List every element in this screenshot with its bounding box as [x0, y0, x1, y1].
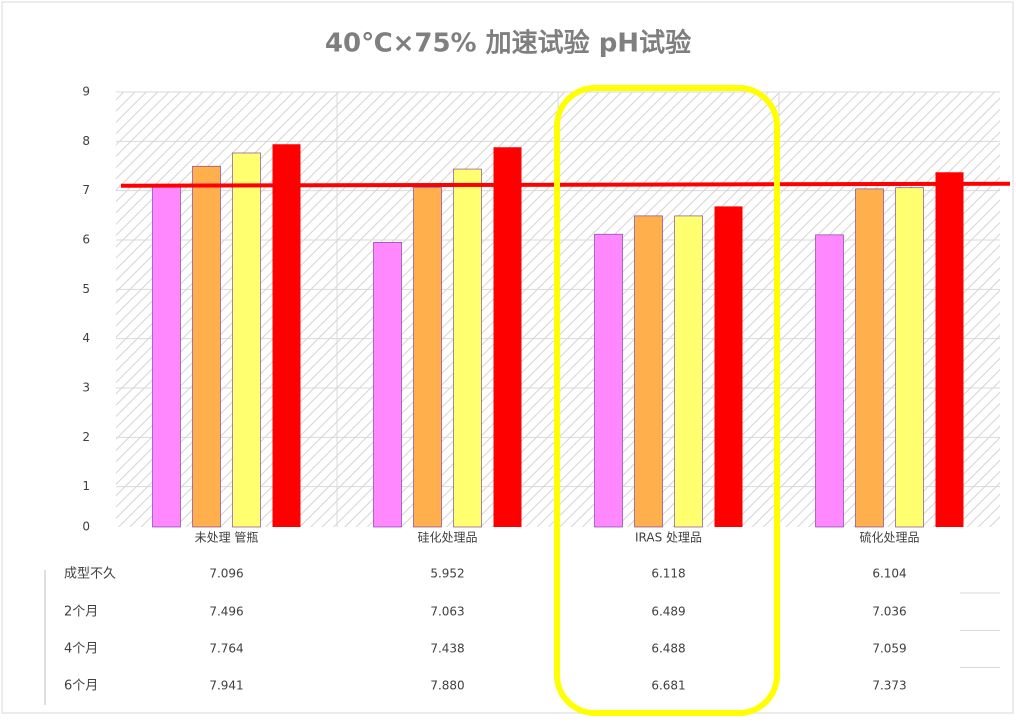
x-tick-label: IRAS 处理品	[635, 531, 702, 545]
legend-label: 成型不久	[64, 567, 116, 582]
table-value: 6.681	[651, 679, 685, 693]
legend-label: 6个月	[64, 679, 98, 694]
bar	[935, 172, 964, 528]
legend-label: 2个月	[64, 605, 98, 620]
bar	[674, 215, 703, 528]
table-value: 7.764	[209, 642, 243, 656]
legend-label: 4个月	[64, 642, 98, 657]
bar	[453, 168, 482, 528]
table-value: 7.063	[430, 605, 464, 619]
bar	[714, 206, 743, 528]
y-tick-label: 6	[82, 233, 90, 247]
y-tick-label: 0	[82, 520, 90, 534]
bar	[855, 188, 884, 528]
bar	[373, 242, 402, 528]
bar	[493, 147, 522, 527]
bar	[413, 187, 442, 528]
bar	[895, 187, 924, 528]
bar	[232, 152, 261, 528]
x-tick-label: 硅化处理品	[417, 531, 477, 545]
table-value: 5.952	[430, 567, 464, 581]
bar	[272, 144, 301, 527]
x-tick-label: 硫化处理品	[859, 530, 919, 545]
table-value: 7.438	[430, 642, 464, 656]
y-tick-label: 5	[82, 282, 90, 296]
y-tick-label: 1	[82, 479, 90, 493]
y-tick-label: 4	[82, 331, 90, 345]
chart-title: 40℃×75% 加速试验 pH试验	[325, 28, 691, 59]
table-value: 7.096	[209, 567, 243, 581]
table-value: 7.059	[872, 642, 906, 656]
table-value: 7.496	[209, 605, 243, 619]
bar	[634, 215, 663, 528]
table-value: 6.489	[651, 605, 685, 619]
table-value: 7.373	[872, 679, 906, 693]
table-value: 7.036	[872, 605, 906, 619]
highlight-box	[554, 85, 780, 716]
table-value: 7.880	[430, 679, 464, 693]
table-value: 6.104	[872, 567, 906, 581]
y-tick-label: 8	[82, 134, 90, 148]
bar	[815, 234, 844, 528]
y-tick-label: 3	[82, 381, 90, 395]
table-value: 7.941	[209, 679, 243, 693]
reference-line	[120, 181, 1011, 188]
y-tick-label: 7	[82, 183, 90, 197]
table-value: 6.488	[651, 642, 685, 656]
bar	[152, 185, 181, 528]
y-tick-label: 9	[82, 85, 90, 99]
y-tick-label: 2	[82, 430, 90, 444]
bar	[192, 165, 221, 528]
table-value: 6.118	[651, 567, 685, 581]
x-tick-label: 未处理 管瓶	[195, 530, 259, 545]
bar	[594, 233, 623, 528]
